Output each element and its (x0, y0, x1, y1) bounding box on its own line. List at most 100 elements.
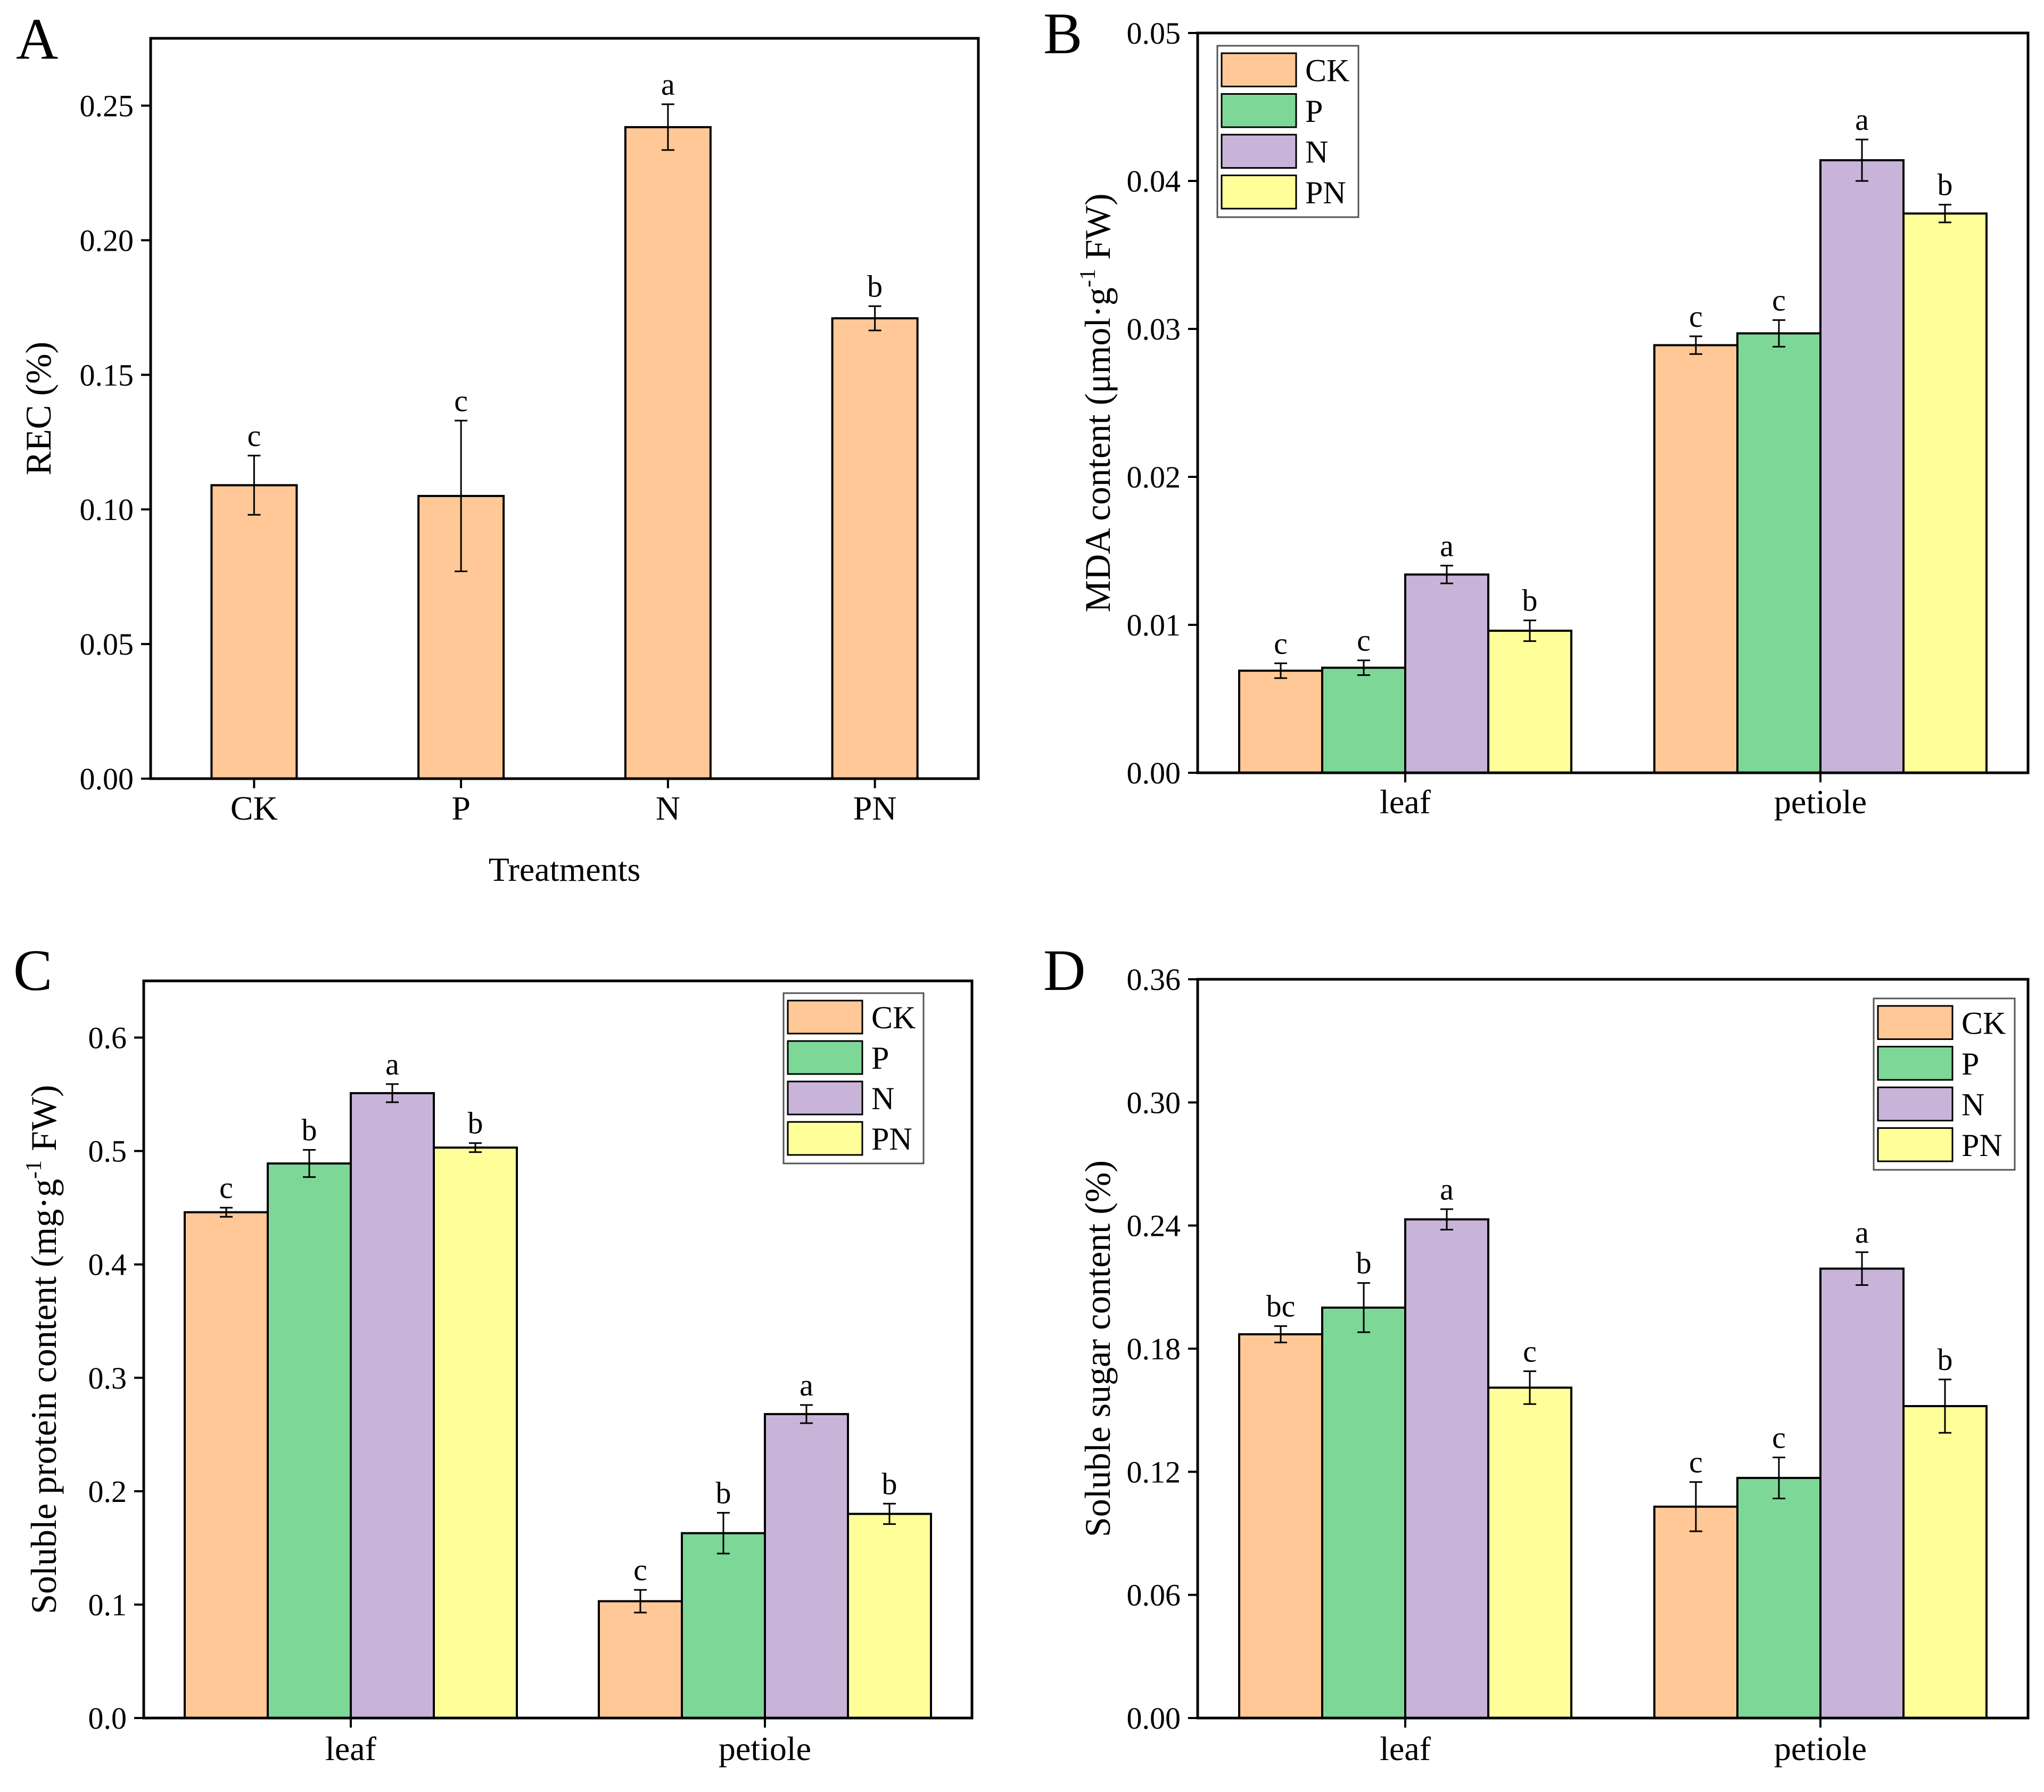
panel-label: B (1043, 1, 1082, 66)
significance-letter: b (1522, 583, 1538, 618)
x-tick-label: petiole (719, 1730, 811, 1768)
y-tick-label: 0.0 (88, 1701, 127, 1736)
legend-label: N (1961, 1087, 1984, 1122)
legend: CK PN PN (782, 992, 925, 1165)
significance-letter: b (302, 1112, 317, 1147)
bar-leaf-N (1404, 1218, 1489, 1720)
legend-label: P (1305, 94, 1323, 129)
y-tick-label: 0.04 (1127, 164, 1181, 199)
legend-label: PN (1961, 1128, 2002, 1163)
bar-petiole-P (1736, 1476, 1822, 1719)
legend-label: P (1961, 1046, 1979, 1081)
x-tick-label: petiole (1774, 783, 1867, 821)
legend-label: PN (871, 1121, 912, 1157)
x-tick-label: leaf (325, 1730, 377, 1768)
bar-leaf-PN (433, 1146, 518, 1720)
panel-D: Dbc b a c leaf c c a b petiole 0.00 0.06 0.12 0.18 0.2… (1043, 938, 2030, 1768)
y-tick-label: 0.24 (1127, 1209, 1181, 1243)
bar-leaf-CK (1238, 1333, 1323, 1720)
y-tick-label: 0.18 (1127, 1332, 1181, 1366)
legend-swatch-CK (787, 1000, 863, 1035)
y-axis-label: Soluble sugar content (%) (1077, 1160, 1118, 1537)
legend-swatch-N (787, 1080, 863, 1116)
legend-label: N (1305, 134, 1328, 169)
significance-letter: a (1440, 1172, 1454, 1207)
y-axis-label-part: Soluble protein content (mg·g (23, 1179, 64, 1614)
y-tick-label: 0.00 (80, 762, 134, 796)
significance-letter: a (661, 67, 675, 102)
y-axis-label: Soluble protein content (mg·g-1 FW) (22, 1085, 64, 1614)
significance-letter: a (800, 1368, 813, 1402)
plot-frame (142, 979, 974, 1720)
legend-label: PN (1305, 175, 1346, 210)
significance-letter: bc (1266, 1289, 1296, 1324)
significance-letter: c (1274, 626, 1288, 660)
significance-letter: c (248, 418, 261, 453)
legend: CK PN PN (1216, 45, 1359, 218)
bar-leaf-PN (1487, 630, 1572, 774)
y-tick-label: 0.12 (1127, 1455, 1181, 1489)
y-tick-label: 0.00 (1127, 756, 1181, 790)
legend: CK PN PN (1873, 997, 2016, 1171)
bar-petiole-CK (1653, 1505, 1738, 1719)
y-tick-label: 0.3 (88, 1361, 127, 1395)
y-tick-label: 0.5 (88, 1134, 127, 1169)
y-tick-label: 0.36 (1127, 962, 1181, 997)
significance-letter: c (1523, 1334, 1537, 1368)
legend-swatch-P (787, 1040, 863, 1075)
x-tick-label: leaf (1380, 1730, 1431, 1768)
plot-frame (149, 37, 980, 780)
y-tick-label: 0.30 (1127, 1085, 1181, 1120)
x-tick-label: PN (853, 789, 897, 827)
x-tick-label: leaf (1380, 783, 1431, 821)
bar-petiole-CK (598, 1600, 683, 1719)
y-tick-label: 0.15 (80, 358, 134, 392)
y-tick-label: 0.02 (1127, 460, 1181, 494)
x-axis-label: Treatments (489, 850, 641, 888)
significance-letter: b (882, 1466, 897, 1501)
bar-petiole-PN (1902, 212, 1988, 774)
bar-leaf-CK (1238, 670, 1323, 774)
legend-swatch-PN (1877, 1127, 1954, 1162)
significance-letter: c (1689, 1445, 1703, 1480)
panel-label: C (13, 938, 52, 1003)
bar-petiole-PN (1902, 1405, 1988, 1719)
y-axis-label-part: FW) (1077, 193, 1118, 269)
bar-petiole-N (764, 1413, 849, 1719)
y-axis-label-part: FW) (23, 1085, 64, 1160)
bar-petiole-N (1819, 159, 1905, 774)
y-tick-label: 0.05 (80, 627, 134, 662)
panel-label: A (16, 6, 58, 71)
y-tick-label: 0.03 (1127, 312, 1181, 346)
significance-letter: b (468, 1106, 483, 1141)
significance-letter: b (867, 269, 883, 303)
significance-letter: a (1855, 1215, 1869, 1250)
y-axis-label-part: MDA content (μmol·g (1077, 287, 1118, 613)
panel-A: Ac CK c Pa Nb PN 0.00 0.05 0.10 0.15 0.20 0.25 REC (… (16, 6, 980, 888)
legend-label: CK (871, 1000, 916, 1035)
legend-swatch-N (1877, 1086, 1954, 1121)
bar-leaf-N (350, 1092, 435, 1719)
y-axis-label: MDA content (μmol·g-1 FW) (1076, 193, 1118, 612)
y-axis-label-sup: -1 (22, 1160, 46, 1179)
bar-leaf-CK (184, 1211, 269, 1720)
significance-letter: c (454, 383, 468, 418)
panel-C: Cc b a b leaf c b a b petiole 0.0 0.1 0.2 0.3 0.4 0.5 0.… (13, 938, 974, 1768)
y-tick-label: 0.10 (80, 492, 134, 527)
plot-frame (1196, 31, 2030, 774)
legend-swatch-CK (1877, 1005, 1954, 1040)
significance-letter: c (1689, 299, 1703, 334)
y-tick-label: 0.4 (88, 1248, 127, 1282)
bar-PN (831, 317, 919, 780)
panel-B: Bc c a b leaf c c a b petiole 0.00 0.01 0.02 0.03 0.04… (1043, 1, 2030, 821)
x-tick-label: N (656, 789, 680, 827)
x-tick-label: CK (230, 789, 278, 827)
y-tick-label: 0.05 (1127, 16, 1181, 51)
significance-letter: c (1357, 623, 1371, 658)
bar-petiole-N (1819, 1267, 1905, 1719)
y-tick-label: 0.00 (1127, 1701, 1181, 1736)
significance-letter: c (219, 1170, 233, 1205)
y-tick-label: 0.06 (1127, 1578, 1181, 1613)
bar-leaf-P (1321, 1306, 1406, 1719)
